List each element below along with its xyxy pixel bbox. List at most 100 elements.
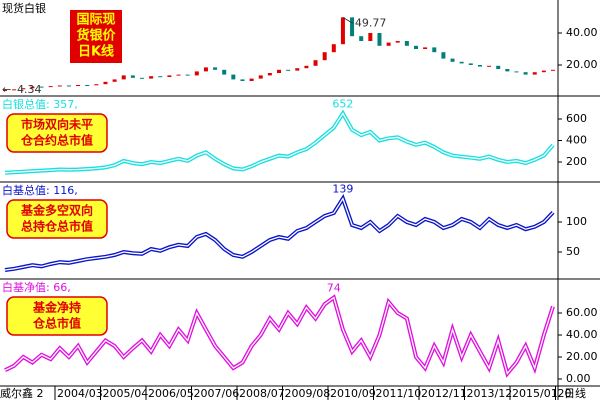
candle: [76, 85, 81, 86]
candle: [377, 33, 382, 46]
candle: [423, 47, 428, 49]
badge-text: 市场双向未平: [21, 117, 93, 132]
x-tick-label: 2004/03: [57, 387, 103, 400]
candle: [414, 45, 418, 49]
candle: [395, 41, 400, 43]
candle: [203, 67, 208, 72]
panel-title: 现货白银: [2, 1, 46, 15]
candle: [331, 44, 336, 53]
x-tick-label: 20: [558, 387, 572, 400]
candle: [103, 81, 108, 85]
candle: [313, 60, 318, 66]
candle: [386, 42, 391, 46]
arrow: ←: [2, 83, 11, 96]
candle: [94, 84, 99, 86]
candle: [359, 36, 364, 41]
panel-title: 白基净值: 66,: [2, 280, 71, 294]
candle: [12, 89, 17, 91]
badge-text: 仓合约总市值: [20, 133, 93, 148]
candle: [194, 71, 199, 76]
candle: [267, 73, 272, 76]
y-tick-label: 100: [566, 215, 587, 228]
y-tick-label: 600: [566, 112, 587, 125]
candle: [258, 75, 263, 79]
candle: [277, 69, 281, 73]
candle: [167, 75, 172, 77]
candle: [21, 88, 26, 90]
candle: [477, 65, 482, 67]
candle: [222, 69, 227, 75]
candle: [112, 79, 117, 82]
candle: [523, 72, 528, 75]
candle: [130, 75, 135, 78]
candle: [441, 52, 446, 59]
candle: [158, 76, 163, 78]
candle: [459, 61, 464, 64]
candle: [404, 41, 409, 46]
candle: [39, 86, 44, 88]
candle: [85, 85, 90, 86]
candle: [66, 85, 71, 87]
leader: [342, 16, 354, 24]
badge-text: 日K线: [78, 44, 114, 60]
candle: [541, 70, 546, 73]
candle: [213, 67, 218, 70]
candle: [185, 74, 190, 76]
candle: [496, 65, 501, 69]
series-line-inner: [4, 197, 554, 271]
candle: [432, 47, 437, 53]
x-tick-label: 2015/01: [512, 387, 558, 400]
max-label: 652: [332, 97, 353, 110]
badge-text: 货银价: [76, 28, 116, 44]
candle: [340, 17, 345, 45]
y-tick-label: 60.00: [566, 306, 598, 319]
x-tick-label: 2009/08: [285, 387, 331, 400]
candle: [176, 74, 181, 76]
y-tick-label: 400: [566, 134, 587, 147]
candle: [140, 77, 144, 79]
panel-title: 白银总值: 357,: [2, 97, 78, 111]
candle: [48, 86, 53, 88]
candle: [322, 52, 327, 61]
badge-text: 基金净持: [32, 300, 81, 315]
y-tick-label: 0.00: [566, 372, 591, 385]
x-tick-label: 2011/10: [376, 387, 422, 400]
max-label: 74: [327, 282, 341, 295]
candle: [3, 90, 7, 92]
badge-text: 总持仓总市值: [21, 219, 93, 234]
candle: [514, 71, 519, 73]
x-right-label: 日线: [564, 386, 586, 400]
candle: [505, 69, 510, 72]
y-tick-label: 200: [566, 155, 587, 168]
badge-box: [70, 10, 122, 63]
y-tick-label: 40.00: [566, 328, 598, 341]
candle: [532, 72, 537, 75]
badge-text: 基金多空双向: [20, 203, 93, 218]
candle: [30, 86, 35, 89]
candle: [450, 58, 455, 62]
series-line-inner: [4, 112, 554, 174]
candle: [295, 68, 300, 71]
x-tick-label: 2010/09: [330, 387, 376, 400]
candle: [249, 78, 254, 81]
series-line-inner: [4, 296, 554, 375]
candle: [286, 69, 291, 71]
badge-box: [6, 113, 108, 153]
max-label: 139: [332, 183, 353, 196]
x-tick-label: 2013/12: [467, 387, 513, 400]
candle: [350, 17, 355, 37]
candle: [368, 33, 373, 41]
candle: [240, 79, 245, 81]
x-tick-label: 2005/04: [103, 387, 149, 400]
candle: [149, 76, 154, 79]
x-left-label: 威尔鑫 2: [0, 386, 44, 400]
candle: [551, 69, 555, 71]
max-label: 49.77: [355, 16, 387, 29]
y-tick-label: 20.00: [566, 58, 598, 71]
badge-box: [6, 199, 108, 239]
y-tick-label: 40.00: [566, 26, 598, 39]
min-label: 4.34: [17, 83, 42, 96]
candle: [121, 75, 126, 80]
y-tick-label: 20.00: [566, 350, 598, 363]
